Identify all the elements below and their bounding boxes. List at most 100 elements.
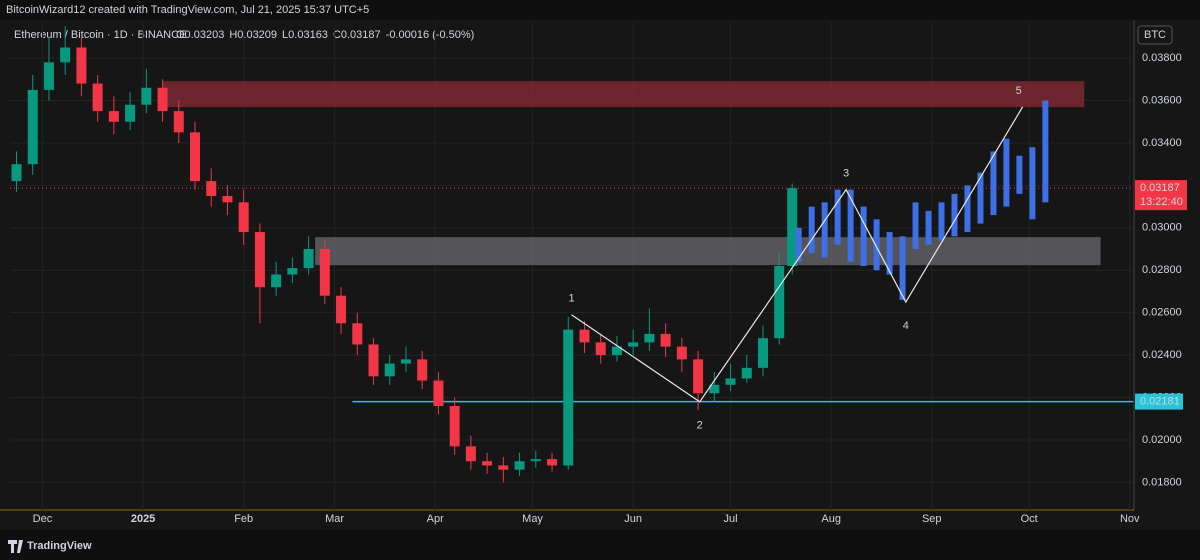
logo <box>8 540 23 553</box>
header: BitcoinWizard12 created with TradingView… <box>6 4 369 16</box>
candle-body <box>76 47 87 84</box>
projection-bar <box>938 202 945 241</box>
candle-body <box>449 406 460 447</box>
y-tick-label: 0.01800 <box>1142 476 1182 488</box>
ohlc-value: -0.00016 (-0.50%) <box>386 29 475 41</box>
ohlc-value: O0.03203 <box>176 29 224 41</box>
candle-body <box>190 132 201 182</box>
header-bar <box>0 0 1200 20</box>
footer: TradingView <box>27 540 92 552</box>
candle-body <box>433 380 444 407</box>
candle-body <box>725 378 736 385</box>
candle-body <box>628 342 639 347</box>
candle-body <box>676 346 687 360</box>
y-tick-label: 0.03800 <box>1142 52 1182 64</box>
projection-bar <box>795 227 802 262</box>
projection-bar <box>951 193 958 237</box>
wave-label: 1 <box>568 293 574 305</box>
candle-body <box>206 181 217 196</box>
projection-bar <box>912 202 919 250</box>
projection-bar <box>977 172 984 224</box>
candle-body <box>417 359 428 381</box>
candle-body <box>498 465 509 470</box>
candle-body <box>336 295 347 324</box>
x-tick-label: 2025 <box>131 513 155 525</box>
candle-body <box>514 461 525 470</box>
price-label: 0.03187 <box>1140 182 1180 194</box>
zone <box>162 81 1085 108</box>
candle-body <box>238 202 249 233</box>
projection-bar <box>925 210 932 245</box>
wave-label: 5 <box>1016 85 1022 97</box>
candle-body <box>579 329 590 343</box>
legend-title: Ethereum / Bitcoin · 1D · BINANCE <box>14 29 186 41</box>
projection-bar <box>1029 147 1036 220</box>
ohlc-value: L0.03163 <box>282 29 328 41</box>
candle-body <box>384 363 395 377</box>
projection-bar <box>990 151 997 216</box>
candle-body <box>774 266 785 339</box>
x-tick-label: Mar <box>325 513 344 525</box>
candle-body <box>287 268 298 275</box>
candle-body <box>400 359 411 364</box>
x-tick-label: Sep <box>922 513 942 525</box>
candle-body <box>43 62 54 90</box>
candle-body <box>660 333 671 347</box>
projection-bar <box>834 189 841 245</box>
candle-body <box>693 359 704 394</box>
y-tick-label: 0.02400 <box>1142 349 1182 361</box>
candle-body <box>141 87 152 105</box>
footer-bar <box>0 530 1200 560</box>
candle-body <box>222 195 233 203</box>
x-tick-label: Jul <box>724 513 738 525</box>
candle-body <box>271 274 282 288</box>
support-label: 0.02181 <box>1140 395 1180 407</box>
candle-body <box>125 104 136 122</box>
candle-body <box>595 342 606 356</box>
y-tick-label: 0.02000 <box>1142 434 1182 446</box>
candle-body <box>482 461 493 466</box>
y-tick-label: 0.02800 <box>1142 264 1182 276</box>
candle-body <box>60 47 71 63</box>
currency: BTC <box>1144 29 1166 41</box>
x-tick-label: Apr <box>427 513 444 525</box>
candle-body <box>547 459 558 466</box>
price-tag <box>1135 180 1187 211</box>
wave-label: 2 <box>697 420 703 432</box>
projection-bar <box>821 202 828 258</box>
wave-path <box>571 106 1024 403</box>
x-tick-label: Dec <box>33 513 53 525</box>
ohlc-value: H0.03209 <box>229 29 277 41</box>
x-tick-label: Nov <box>1120 513 1140 525</box>
y-tick-label: 0.03600 <box>1142 94 1182 106</box>
y-tick-label: 0.02600 <box>1142 307 1182 319</box>
wave-label: 4 <box>903 320 909 332</box>
candle-body <box>27 89 38 165</box>
candle-body <box>530 459 541 462</box>
y-tick-label: 0.03400 <box>1142 137 1182 149</box>
candle-body <box>611 346 622 356</box>
y-tick-label: 0.03000 <box>1142 222 1182 234</box>
projection-bar <box>1016 155 1023 194</box>
projection-bar <box>808 206 815 254</box>
projection-bar <box>1042 100 1049 203</box>
candle-body <box>741 367 752 379</box>
support-tag <box>1135 393 1183 410</box>
candle-body <box>173 111 184 133</box>
projection-bar <box>964 185 971 233</box>
x-tick-label: Oct <box>1021 513 1038 525</box>
candle-body <box>319 249 330 296</box>
candle-body <box>787 188 798 266</box>
x-tick-label: Jun <box>624 513 642 525</box>
projection-bar <box>1003 138 1010 207</box>
ohlc-value: C0.03187 <box>333 29 381 41</box>
candle-body <box>92 83 103 112</box>
candle-body <box>465 446 476 462</box>
candle-body <box>157 87 168 112</box>
candle-body <box>303 249 314 269</box>
zone <box>315 237 1101 266</box>
candle-body <box>644 333 655 343</box>
candle-body <box>709 384 720 394</box>
